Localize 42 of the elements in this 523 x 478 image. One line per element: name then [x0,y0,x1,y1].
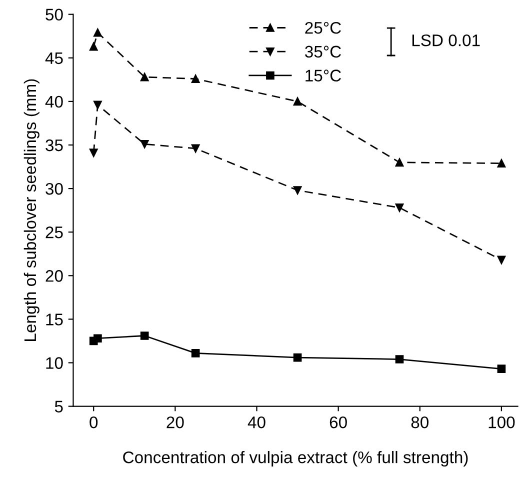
x-tick-label: 0 [90,416,98,428]
point [293,353,302,362]
y-tick-label: 20 [46,270,63,282]
y-tick-label: 10 [46,357,63,369]
point [293,186,302,194]
point [395,355,404,364]
legend-label: 35°C [305,46,341,58]
point [497,364,506,374]
point [140,72,149,82]
point [94,334,102,343]
point [497,256,506,264]
point [497,159,506,168]
y-tick-label: 35 [46,139,63,152]
point [395,158,404,167]
annotation: LSD 0.01 [412,34,480,46]
point [140,332,149,340]
x-tick-label: 40 [248,416,266,428]
x-tick-label: 20 [166,416,184,428]
y-tick-label: 40 [45,96,63,108]
y-tick-label: 15 [46,314,63,326]
point [89,148,98,157]
x-tick-label: 60 [330,416,347,428]
y-tick-label: 25 [46,226,63,238]
point [94,28,102,37]
point [89,42,98,51]
y-tick-label: 5 [54,400,63,413]
legend-label: 25°C [305,22,341,34]
y-tick-label: 50 [46,8,63,21]
point [140,140,149,148]
point [94,100,102,110]
y-tick-label: 30 [46,182,63,195]
legend-label: 15°C [306,70,341,82]
point [395,204,404,212]
x-tick-label: 80 [411,416,429,428]
x-axis-title: Concentration of vulpia extract (% full strength) [123,451,468,467]
point [191,74,200,83]
point [191,349,200,358]
point [191,144,200,153]
y-axis-title: Length of subclover seedlings (mm) [24,79,40,341]
point [293,97,302,106]
y-tick-label: 45 [45,52,63,64]
x-tick-label: 100 [488,416,515,428]
